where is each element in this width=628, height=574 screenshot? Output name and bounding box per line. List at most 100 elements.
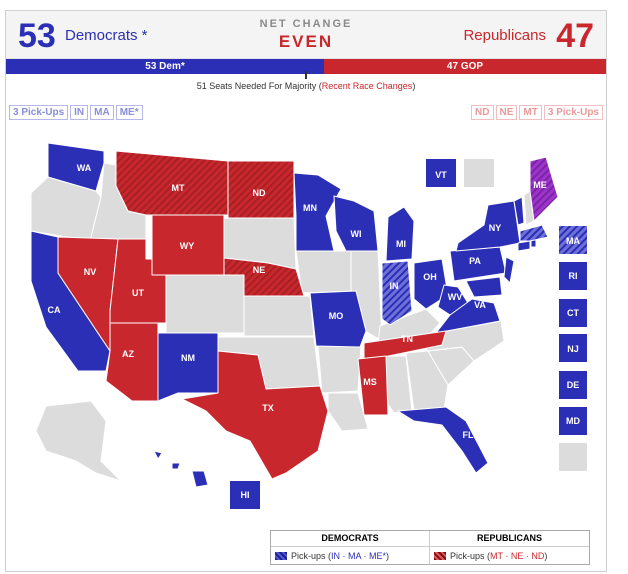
state-va[interactable] (435, 298, 501, 334)
legend-dem-prefix: Pick-ups ( (291, 550, 332, 561)
label-vt: VT (435, 170, 447, 180)
dem-pickup-me[interactable]: ME* (115, 105, 143, 120)
majority-close: ) (412, 81, 416, 91)
legend-rep-header: REPUBLICANS (430, 531, 589, 547)
net-change-value: EVEN (278, 32, 334, 51)
legend-dem-header: DEMOCRATS (271, 531, 430, 547)
state-ct-map[interactable] (517, 240, 531, 252)
state-nj[interactable] (503, 256, 515, 284)
label-wi: WI (351, 229, 362, 239)
label-in: IN (390, 281, 399, 291)
state-mn[interactable] (293, 172, 342, 252)
recent-race-changes-link[interactable]: Recent Race Changes (321, 81, 413, 91)
seat-balance-bar: 53 Dem* 47 GOP (6, 59, 606, 74)
legend-dem-pickups: Pick-ups (IN · MA · ME*) (271, 547, 430, 565)
state-la[interactable] (327, 392, 369, 432)
label-ri: RI (569, 271, 578, 281)
box-ri[interactable] (559, 262, 587, 290)
legend-rep-suffix: ) (544, 550, 548, 561)
dem-bar-segment: 53 Dem* (6, 59, 324, 74)
box-nh[interactable] (464, 159, 494, 187)
state-md[interactable] (465, 276, 503, 298)
state-oh[interactable] (413, 258, 449, 310)
state-vt-map[interactable] (513, 196, 525, 226)
label-ma: MA (566, 236, 580, 246)
senate-map-widget: 53 Democrats * NET CHANGE EVEN Republica… (5, 10, 607, 572)
state-nc[interactable] (425, 320, 505, 362)
state-hi-isles[interactable] (153, 450, 209, 488)
label-va: VA (474, 300, 486, 310)
rep-pickups-bar: ND NE MT 3 Pick-Ups (471, 105, 603, 120)
state-tx[interactable] (181, 350, 329, 480)
label-wv: WV (448, 292, 463, 302)
legend-rep-states: MT · NE · ND (490, 550, 545, 561)
state-co[interactable] (165, 274, 245, 334)
state-ak[interactable] (35, 400, 122, 482)
box-de[interactable] (559, 371, 587, 399)
box-vt[interactable] (426, 159, 456, 187)
rep-bar-segment: 47 GOP (324, 59, 606, 74)
label-ut: UT (132, 288, 144, 298)
rep-pickups-count[interactable]: 3 Pick-Ups (543, 105, 603, 120)
rep-pickup-ne[interactable]: NE (495, 105, 518, 120)
dem-seat-count: 53 (18, 17, 56, 55)
dem-pickup-ma[interactable]: MA (90, 105, 114, 120)
rep-seat-count: 47 (556, 17, 594, 55)
box-ct[interactable] (559, 299, 587, 327)
state-mo[interactable] (309, 290, 367, 348)
dem-pickups-bar: 3 Pick-Ups IN MA ME* (9, 105, 143, 120)
rep-hatch-swatch (434, 552, 446, 560)
label-mi: MI (396, 239, 406, 249)
label-nv: NV (84, 267, 97, 277)
state-tn[interactable] (363, 330, 447, 362)
state-nm[interactable] (157, 332, 219, 402)
state-me[interactable] (529, 156, 559, 222)
box-extra (559, 443, 587, 471)
box-ma[interactable] (559, 226, 587, 254)
majority-note: 51 Seats Needed For Majority (Recent Rac… (6, 81, 606, 91)
state-mi[interactable] (385, 206, 415, 262)
box-nj[interactable] (559, 334, 587, 362)
box-md[interactable] (559, 407, 587, 435)
legend-dem-states: IN · MA · ME* (331, 550, 387, 561)
label-ct: CT (567, 308, 579, 318)
label-ca: CA (48, 305, 61, 315)
state-ar[interactable] (317, 345, 362, 394)
legend-rep-pickups: Pick-ups (MT · NE · ND) (430, 547, 589, 565)
label-az: AZ (122, 349, 134, 359)
rep-pickup-mt[interactable]: MT (519, 105, 542, 120)
state-ks[interactable] (243, 295, 315, 337)
label-mn: MN (303, 203, 317, 213)
state-ne[interactable] (223, 257, 305, 297)
state-wi[interactable] (333, 195, 379, 252)
rep-pickup-nd[interactable]: ND (471, 105, 494, 120)
dem-pickup-in[interactable]: IN (70, 105, 89, 120)
state-az[interactable] (105, 322, 159, 402)
label-ny: NY (489, 223, 502, 233)
label-me: ME (533, 180, 547, 190)
state-nd[interactable] (227, 160, 295, 219)
label-nm: NM (181, 353, 195, 363)
state-ga[interactable] (405, 350, 449, 412)
dem-pickups-count[interactable]: 3 Pick-Ups (9, 105, 69, 120)
net-change-label: NET CHANGE (259, 18, 353, 30)
state-ma-map[interactable] (519, 224, 549, 242)
state-ms[interactable] (357, 355, 389, 416)
label-pa: PA (469, 256, 481, 266)
state-fl[interactable] (397, 406, 489, 474)
label-nj: NJ (567, 344, 579, 354)
map-legend: DEMOCRATS REPUBLICANS Pick-ups (IN · MA … (270, 530, 590, 565)
state-wa[interactable] (47, 142, 105, 192)
label-mt: MT (172, 183, 185, 193)
label-md: MD (566, 416, 580, 426)
state-in[interactable] (381, 260, 413, 326)
scoreboard-header: 53 Democrats * NET CHANGE EVEN Republica… (6, 11, 606, 59)
box-hi[interactable] (230, 481, 260, 509)
legend-dem-suffix: ) (386, 550, 390, 561)
majority-marker (305, 71, 307, 79)
label-de: DE (567, 380, 580, 390)
label-fl: FL (463, 430, 474, 440)
label-nd: ND (253, 188, 266, 198)
majority-text: 51 Seats Needed For Majority ( (196, 81, 322, 91)
state-ia[interactable] (295, 250, 357, 294)
